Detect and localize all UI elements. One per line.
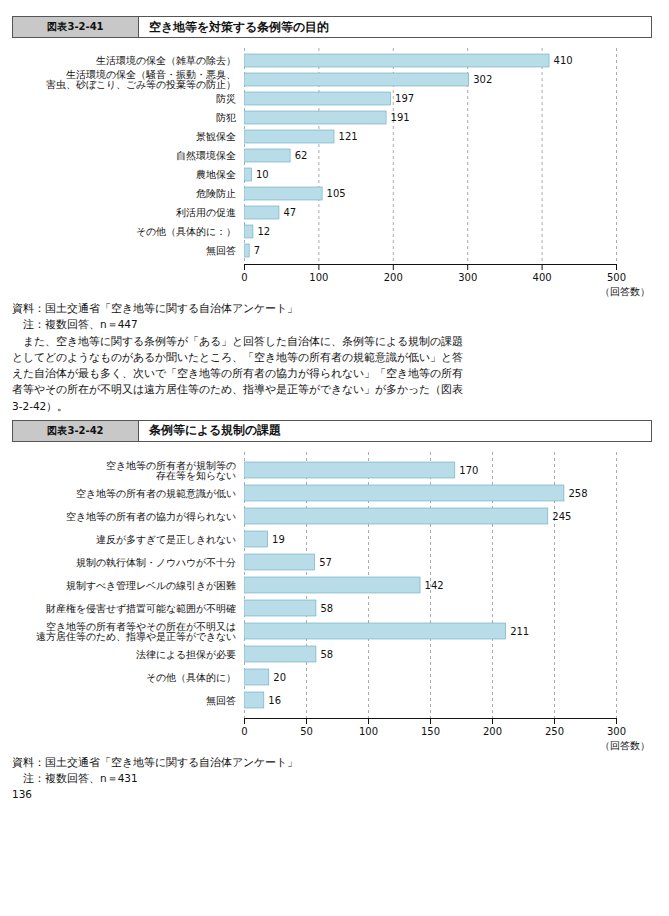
svg-text:防犯: 防犯 bbox=[216, 112, 236, 123]
svg-text:自然環境保全: 自然環境保全 bbox=[176, 150, 236, 161]
html-text:注：複数回答、n＝447: 注：複数回答、n＝447 bbox=[12, 318, 138, 331]
svg-text:200: 200 bbox=[384, 272, 403, 283]
svg-text:7: 7 bbox=[254, 245, 260, 256]
svg-text:20: 20 bbox=[273, 672, 286, 683]
svg-text:142: 142 bbox=[425, 580, 444, 591]
svg-text:47: 47 bbox=[283, 207, 296, 218]
svg-text:財産権を侵害せず措置可能な範囲が不明確: 財産権を侵害せず措置可能な範囲が不明確 bbox=[46, 603, 236, 615]
svg-text:10: 10 bbox=[256, 169, 269, 180]
svg-text:121: 121 bbox=[339, 131, 358, 142]
svg-text:500: 500 bbox=[607, 272, 626, 283]
svg-text:防災: 防災 bbox=[216, 93, 236, 104]
svg-text:0: 0 bbox=[241, 272, 247, 283]
svg-text:利活用の促進: 利活用の促進 bbox=[176, 207, 236, 218]
svg-text:16: 16 bbox=[268, 695, 281, 706]
svg-text:生活環境の保全（騒音・振動・悪臭、害虫、砂ぼこり、ごみ等の投: 生活環境の保全（騒音・振動・悪臭、害虫、砂ぼこり、ごみ等の投棄等の防止） bbox=[46, 69, 236, 90]
svg-text:105: 105 bbox=[327, 188, 346, 199]
svg-text:法律による担保が必要: 法律による担保が必要 bbox=[136, 649, 236, 660]
svg-text:100: 100 bbox=[359, 725, 378, 736]
svg-text:200: 200 bbox=[483, 725, 502, 736]
svg-text:400: 400 bbox=[533, 272, 552, 283]
svg-text:150: 150 bbox=[421, 725, 440, 736]
svg-text:農地保全: 農地保全 bbox=[196, 169, 236, 180]
svg-text:100: 100 bbox=[309, 272, 328, 283]
svg-text:300: 300 bbox=[607, 725, 626, 736]
html-text:図表3-2-41: 図表3-2-41 bbox=[47, 21, 104, 32]
svg-text:0: 0 bbox=[241, 725, 247, 736]
svg-text:危険防止: 危険防止 bbox=[196, 188, 236, 199]
svg-text:無回答: 無回答 bbox=[206, 245, 236, 256]
svg-text:空き地等の所有者が規制等の存在等を知らない: 空き地等の所有者が規制等の存在等を知らない bbox=[106, 460, 236, 481]
svg-text:191: 191 bbox=[391, 112, 410, 123]
html-text:資料：国土交通省「空き地等に関する自治体アンケート」: 資料：国土交通省「空き地等に関する自治体アンケート」 bbox=[12, 302, 298, 314]
html-text:136: 136 bbox=[12, 788, 32, 801]
svg-text:50: 50 bbox=[300, 725, 313, 736]
html-text:としてどのようなものがあるか聞いたところ、「空き地等の所有者: としてどのようなものがあるか聞いたところ、「空き地等の所有者の規範意識が低い」と… bbox=[12, 350, 463, 363]
svg-text:空き地等の所有者の協力が得られない: 空き地等の所有者の協力が得られない bbox=[66, 511, 236, 522]
svg-text:規制の執行体制・ノウハウが不十分: 規制の執行体制・ノウハウが不十分 bbox=[76, 557, 236, 568]
svg-text:生活環境の保全（雑草の除去）: 生活環境の保全（雑草の除去） bbox=[96, 55, 236, 66]
svg-text:無回答: 無回答 bbox=[206, 695, 236, 706]
html-text:条例等による規制の課題: 条例等による規制の課題 bbox=[149, 423, 281, 438]
html-text:また、空き地等に関する条例等が「ある」と回答した自治体に、条: また、空き地等に関する条例等が「ある」と回答した自治体に、条例等による規制の課題 bbox=[12, 334, 463, 347]
svg-text:違反が多すぎて是正しきれない: 違反が多すぎて是正しきれない bbox=[96, 534, 236, 545]
svg-text:空き地等の所有者の規範意識が低い: 空き地等の所有者の規範意識が低い bbox=[76, 488, 236, 499]
svg-text:245: 245 bbox=[552, 511, 571, 522]
html-text:注：複数回答、n＝431: 注：複数回答、n＝431 bbox=[12, 772, 138, 785]
svg-text:250: 250 bbox=[545, 725, 564, 736]
svg-text:規制すべき管理レベルの線引きが困難: 規制すべき管理レベルの線引きが困難 bbox=[66, 580, 236, 591]
html-text:空き地等を対策する条例等の目的: 空き地等を対策する条例等の目的 bbox=[149, 19, 329, 34]
html-text:えた自治体が最も多く、次いで「空き地等の所有者の協力が得られ: えた自治体が最も多く、次いで「空き地等の所有者の協力が得られない」「空き地等の所… bbox=[12, 367, 463, 380]
svg-text:197: 197 bbox=[395, 93, 414, 104]
svg-text:58: 58 bbox=[320, 649, 333, 660]
svg-text:57: 57 bbox=[319, 557, 332, 568]
svg-text:空き地等の所有者等やその所在が不明又は遠方居住等のため、指導: 空き地等の所有者等やその所在が不明又は遠方居住等のため、指導や是正等ができない bbox=[36, 621, 236, 642]
html-text:資料：国土交通省「空き地等に関する自治体アンケート」: 資料：国土交通省「空き地等に関する自治体アンケート」 bbox=[12, 755, 298, 768]
svg-text:211: 211 bbox=[510, 626, 529, 637]
svg-text:410: 410 bbox=[554, 55, 573, 66]
svg-text:その他（具体的に：）: その他（具体的に：） bbox=[136, 226, 236, 237]
svg-text:302: 302 bbox=[473, 74, 492, 85]
html-text:図表3-2-42: 図表3-2-42 bbox=[47, 424, 104, 436]
html-text:者等やその所在が不明又は遠方居住等のため、指導や是正等ができ: 者等やその所在が不明又は遠方居住等のため、指導や是正等ができない」が多かった（図… bbox=[12, 383, 463, 396]
svg-text:12: 12 bbox=[257, 226, 270, 237]
html-text:3-2-42）。: 3-2-42）。 bbox=[12, 399, 69, 412]
svg-text:その他（具体的に）: その他（具体的に） bbox=[146, 672, 236, 683]
svg-text:62: 62 bbox=[295, 150, 308, 161]
svg-text:（回答数）: （回答数） bbox=[600, 286, 650, 297]
svg-text:景観保全: 景観保全 bbox=[196, 131, 236, 142]
svg-text:（回答数）: （回答数） bbox=[600, 739, 650, 750]
svg-text:300: 300 bbox=[458, 272, 477, 283]
svg-text:19: 19 bbox=[272, 534, 285, 545]
svg-text:170: 170 bbox=[459, 465, 478, 476]
svg-text:258: 258 bbox=[568, 488, 587, 499]
svg-text:58: 58 bbox=[320, 603, 333, 614]
